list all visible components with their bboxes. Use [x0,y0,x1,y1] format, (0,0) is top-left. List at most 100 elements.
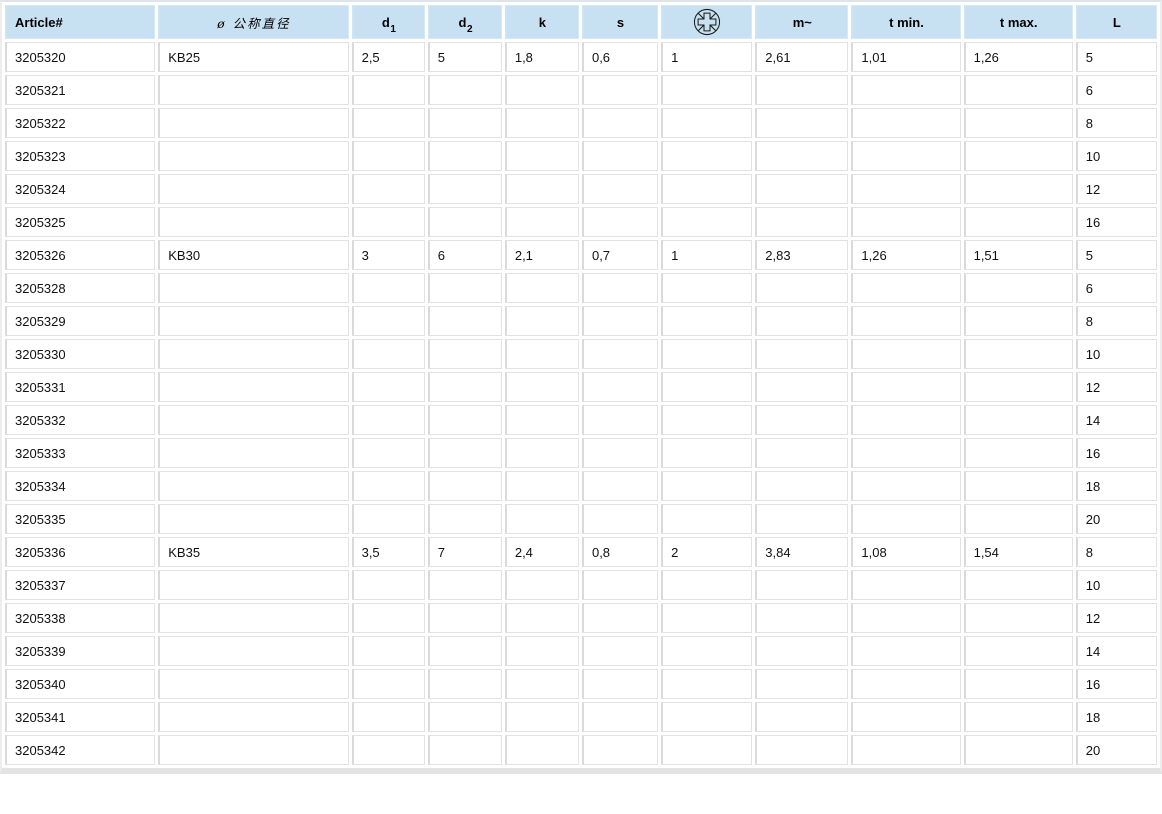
table-row: 3205329 8 [5,306,1157,336]
cell-d2 [427,471,502,501]
cell-k [504,372,579,402]
header-nominal-diameter: ø 公称直径 [158,5,349,39]
table-row: 3205330 10 [5,339,1157,369]
cell-s [581,339,659,369]
cell-m [755,141,849,171]
cell-d1 [351,75,425,105]
cell-k [504,273,579,303]
cell-L: 12 [1075,174,1157,204]
cell-k [504,471,579,501]
cell-d1 [351,669,425,699]
cell-m [755,339,849,369]
cell-article: 3205335 [5,504,156,534]
cell-s [581,669,659,699]
cell-m [755,174,849,204]
cell-nominal [158,669,349,699]
cell-m [755,603,849,633]
cell-article: 3205334 [5,471,156,501]
cell-d2 [427,570,502,600]
cell-nominal [158,141,349,171]
cell-t_min [851,603,961,633]
table-row: 3205331 12 [5,372,1157,402]
cell-drive [661,438,753,468]
table-header: Article# ø 公称直径 d1 d2 k s [5,5,1157,39]
cell-nominal [158,570,349,600]
cell-drive [661,339,753,369]
cell-t_min [851,273,961,303]
cell-m [755,702,849,732]
cell-nominal [158,75,349,105]
cell-t_max [963,108,1073,138]
cell-t_min [851,702,961,732]
cell-drive [661,372,753,402]
cell-m [755,570,849,600]
cell-s [581,603,659,633]
cell-k [504,405,579,435]
cell-L: 10 [1075,141,1157,171]
cell-t_min [851,735,961,765]
cell-s [581,75,659,105]
cell-s [581,471,659,501]
cell-nominal [158,405,349,435]
cell-t_min [851,405,961,435]
cell-article: 3205338 [5,603,156,633]
cell-nominal [158,603,349,633]
cell-nominal [158,108,349,138]
table-row: 3205321 6 [5,75,1157,105]
cell-s [581,141,659,171]
cell-article: 3205339 [5,636,156,666]
cell-t_min [851,438,961,468]
cell-d1: 3 [351,240,425,270]
cell-m [755,207,849,237]
cell-drive: 2 [661,537,753,567]
cell-drive: 1 [661,240,753,270]
cell-d2 [427,669,502,699]
cell-m: 2,83 [755,240,849,270]
cell-k: 2,1 [504,240,579,270]
cell-d2 [427,207,502,237]
cell-s: 0,7 [581,240,659,270]
cell-nominal: KB30 [158,240,349,270]
cell-nominal: KB35 [158,537,349,567]
cell-drive [661,735,753,765]
cell-t_min: 1,08 [851,537,961,567]
cell-k [504,75,579,105]
header-m: m~ [755,5,849,39]
cell-t_min [851,207,961,237]
parts-spec-table: Article# ø 公称直径 d1 d2 k s [2,2,1160,768]
cell-article: 3205325 [5,207,156,237]
cell-d2 [427,339,502,369]
cell-s [581,405,659,435]
cell-t_max: 1,54 [963,537,1073,567]
cell-d2 [427,636,502,666]
cell-t_max [963,339,1073,369]
table-row: 3205326 KB30 3 6 2,1 0,7 1 2,83 1,26 1,51 5 [5,240,1157,270]
cell-s [581,306,659,336]
cell-m [755,636,849,666]
cell-k [504,636,579,666]
nominal-diameter-label: ø 公称直径 [217,15,291,31]
table-row: 3205325 16 [5,207,1157,237]
cell-L: 12 [1075,603,1157,633]
cell-L: 20 [1075,735,1157,765]
cell-article: 3205324 [5,174,156,204]
table-row: 3205333 16 [5,438,1157,468]
cell-t_max [963,405,1073,435]
table-body: 3205320 KB25 2,5 5 1,8 0,6 1 2,61 1,01 1,26 5 32053… [5,42,1157,765]
cell-L: 5 [1075,240,1157,270]
table-row: 3205342 20 [5,735,1157,765]
cell-L: 18 [1075,702,1157,732]
cell-L: 8 [1075,108,1157,138]
cell-k [504,570,579,600]
cell-L: 6 [1075,273,1157,303]
cell-nominal [158,306,349,336]
table-row: 3205335 20 [5,504,1157,534]
cell-s [581,636,659,666]
cell-s [581,702,659,732]
cell-t_min [851,306,961,336]
cell-nominal: KB25 [158,42,349,72]
cell-nominal [158,372,349,402]
cell-L: 18 [1075,471,1157,501]
cell-k: 2,4 [504,537,579,567]
cell-d2 [427,306,502,336]
